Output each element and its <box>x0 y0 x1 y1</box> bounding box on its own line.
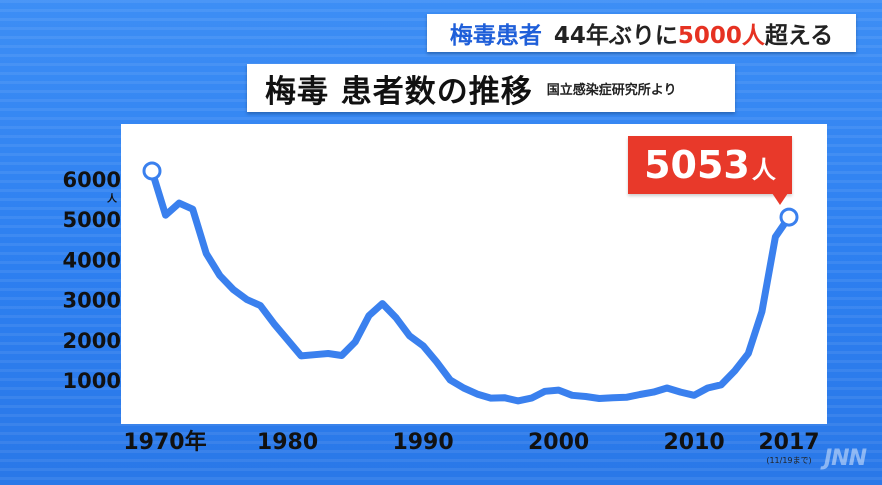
data-point-marker <box>142 161 162 181</box>
y-unit-label: 人 <box>107 192 118 205</box>
x-tick-label: 2000 <box>528 430 589 455</box>
y-tick-label: 6000 <box>63 168 121 192</box>
chart-source: 国立感染症研究所より <box>546 82 677 98</box>
headline-verb: 超える <box>764 23 834 49</box>
y-tick-label: 1000 <box>63 369 121 393</box>
broadcaster-logo: JNN <box>824 446 867 471</box>
x-tick-note: (11/19まで) <box>766 456 811 465</box>
x-tick-label: 1980 <box>257 430 318 455</box>
chart-title: 梅毒 患者数の推移 <box>265 73 533 110</box>
x-tick-label: 1990 <box>392 430 453 455</box>
x-tick-label: 1970年 <box>123 429 206 455</box>
latest-value-callout: 5053 人 <box>628 136 792 194</box>
x-tick-label: 2010 <box>664 430 725 455</box>
y-tick-label: 2000 <box>63 329 121 353</box>
y-tick-label: 5000 <box>63 208 121 232</box>
headline-years: 44年ぶりに <box>553 23 678 49</box>
y-tick-label: 3000 <box>63 289 121 313</box>
y-tick-label: 4000 <box>63 248 121 272</box>
headline-topic: 梅毒患者 <box>449 23 542 49</box>
callout-value: 5053 <box>644 143 750 187</box>
headline-count: 5000人 <box>677 23 765 49</box>
series-line <box>148 167 793 405</box>
headline-banner: 梅毒患者 44年ぶりに 5000人 超える <box>427 14 856 52</box>
callout-pointer <box>772 193 788 205</box>
callout-unit: 人 <box>751 156 776 184</box>
data-point-marker <box>779 207 799 227</box>
chart-title-box: 梅毒 患者数の推移 国立感染症研究所より <box>247 64 735 112</box>
x-tick-label: 2017 <box>758 430 819 455</box>
